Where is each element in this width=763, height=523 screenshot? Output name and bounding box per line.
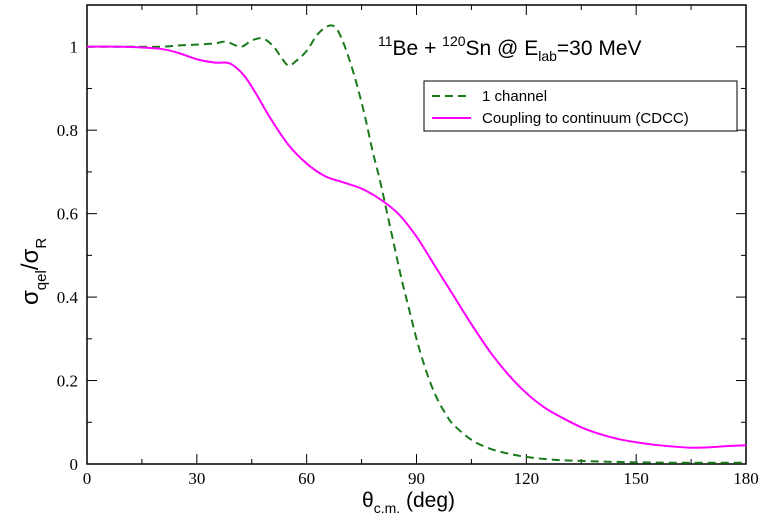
x-tick-label: 30 — [188, 469, 205, 488]
x-title-sub: c.m. — [374, 500, 400, 516]
y-tick-label: 0.8 — [57, 121, 78, 140]
plot-area — [86, 4, 747, 465]
y-title-sub-qel: qel — [33, 270, 50, 290]
y-title-sub-r: R — [33, 238, 50, 249]
y-tick-label: 0.4 — [57, 288, 79, 307]
legend-label-cdcc: Coupling to continuum (CDCC) — [482, 110, 689, 127]
x-axis-title: θc.m. (deg) — [362, 489, 455, 516]
x-title-unit: (deg) — [400, 489, 455, 512]
title-part-be: Be + — [393, 37, 443, 60]
y-tick-label: 1 — [70, 38, 79, 57]
x-tick-label: 60 — [298, 469, 315, 488]
x-tick-label: 90 — [408, 469, 425, 488]
series-line-1-channel — [87, 24, 746, 464]
x-tick-label: 150 — [623, 469, 649, 488]
y-title-sigma: σ — [17, 290, 44, 305]
legend: 1 channel Coupling to continuum (CDCC) — [423, 80, 738, 132]
series-line-cdcc — [86, 45, 747, 449]
title-part-lab: lab — [538, 48, 557, 64]
legend-label-1-channel: 1 channel — [482, 88, 547, 105]
series-lines — [86, 24, 747, 464]
x-title-theta: θ — [362, 489, 374, 512]
y-axis-title: σqel/σR — [17, 238, 50, 305]
title-part-mass-sn: 120 — [442, 33, 466, 49]
chart-title: 11Be + 120Sn @ Elab=30 MeV — [378, 33, 642, 64]
title-part-sn: Sn @ E — [466, 37, 539, 60]
title-part-mass-be: 11 — [378, 33, 393, 49]
y-tick-label: 0.6 — [57, 205, 78, 224]
x-tick-label: 180 — [733, 469, 759, 488]
legend-box — [423, 80, 738, 132]
axis-ticks: 0 30 60 90 120 150 180 0 0.2 0.4 0.6 0.8 1 — [57, 4, 759, 488]
y-title-sigma-r: /σ — [17, 248, 44, 270]
x-tick-label: 0 — [83, 469, 92, 488]
x-tick-label: 120 — [514, 469, 540, 488]
y-tick-label: 0 — [70, 455, 79, 474]
title-part-energy: =30 MeV — [557, 37, 642, 60]
y-tick-label: 0.2 — [57, 372, 78, 391]
